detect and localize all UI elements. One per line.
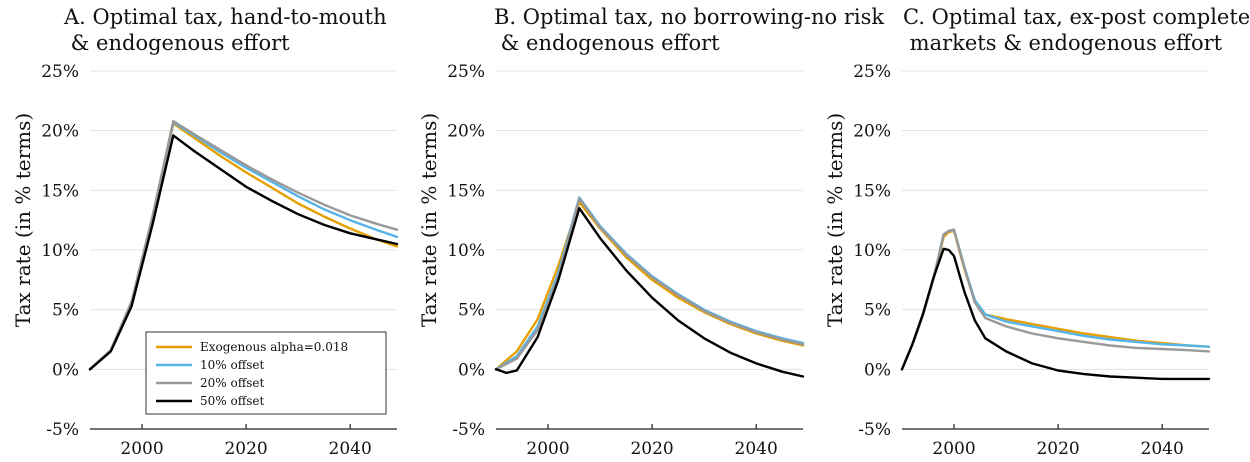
y-tick-label: 25% <box>853 62 891 82</box>
y-tick-label: 20% <box>853 122 891 142</box>
y-tick-label: 20% <box>447 122 485 142</box>
legend-label: 10% offset <box>200 358 264 372</box>
x-tick-label: 2040 <box>329 439 372 459</box>
chart-title-line-2: markets & endogenous effort <box>903 31 1223 55</box>
y-tick-label: -5% <box>858 420 891 440</box>
y-tick-label: 5% <box>864 301 891 321</box>
y-tick-label: 10% <box>853 241 891 261</box>
x-tick-label: 2040 <box>1141 439 1184 459</box>
chart-title-line-1: C. Optimal tax, ex-post complete <box>903 5 1250 29</box>
legend-label: 20% offset <box>200 376 264 390</box>
legend-label: Exogenous alpha=0.018 <box>200 340 348 354</box>
y-axis-label: Tax rate (in % terms) <box>823 113 847 327</box>
chart-title-line-1: A. Optimal tax, hand-to-mouth <box>63 5 387 29</box>
chart-title-line-1: B. Optimal tax, no borrowing-no risk <box>494 5 884 29</box>
y-tick-label: 25% <box>447 62 485 82</box>
series-line-50-offset <box>88 134 399 371</box>
y-tick-label: 10% <box>41 241 79 261</box>
y-tick-label: 10% <box>447 241 485 261</box>
y-tick-label: 0% <box>52 360 79 380</box>
y-tick-label: -5% <box>452 420 485 440</box>
x-tick-label: 2020 <box>630 439 673 459</box>
y-tick-label: 15% <box>41 181 79 201</box>
series-line-20-offset <box>88 119 399 371</box>
panel-b: B. Optimal tax, no borrowing-no risk & e… <box>417 5 884 459</box>
legend: Exogenous alpha=0.018 10% offset 20% offse… <box>145 331 387 415</box>
chart-title-line-2: & endogenous effort <box>64 31 290 55</box>
series-line-20-offset <box>494 197 805 371</box>
y-tick-label: 15% <box>447 181 485 201</box>
series-line-exogenous-alpha-0-018 <box>494 201 805 371</box>
panel-c: C. Optimal tax, ex-post complete markets… <box>823 5 1250 459</box>
x-tick-label: 2020 <box>1036 439 1079 459</box>
series-line-10-offset <box>494 196 805 371</box>
x-tick-label: 2040 <box>735 439 778 459</box>
x-tick-label: 2000 <box>526 439 569 459</box>
legend-label: 50% offset <box>200 394 264 408</box>
chart-title-line-2: & endogenous effort <box>494 31 720 55</box>
y-tick-label: 5% <box>52 301 79 321</box>
y-tick-label: -5% <box>46 420 79 440</box>
x-tick-label: 2000 <box>932 439 975 459</box>
y-tick-label: 25% <box>41 62 79 82</box>
series-line-50-offset <box>900 247 1211 381</box>
y-tick-label: 0% <box>458 360 485 380</box>
y-axis-label: Tax rate (in % terms) <box>11 113 35 327</box>
y-tick-label: 0% <box>864 360 891 380</box>
y-axis-label: Tax rate (in % terms) <box>417 113 441 327</box>
x-tick-label: 2000 <box>120 439 163 459</box>
panel-a: A. Optimal tax, hand-to-mouth & endogeno… <box>11 5 399 459</box>
y-tick-label: 5% <box>458 301 485 321</box>
x-tick-label: 2020 <box>224 439 267 459</box>
series-line-50-offset <box>494 207 805 378</box>
y-tick-label: 20% <box>41 122 79 142</box>
y-tick-label: 15% <box>853 181 891 201</box>
